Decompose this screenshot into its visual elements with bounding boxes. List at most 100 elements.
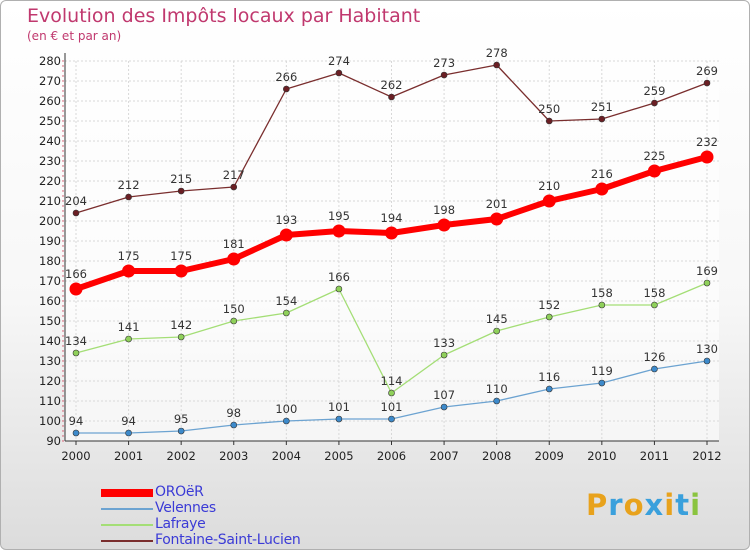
brand-letter: i: [664, 488, 676, 522]
y-tick-label: 160: [39, 294, 61, 308]
data-label: 212: [118, 178, 140, 192]
y-minor-tick: [62, 110, 64, 112]
data-point: [440, 351, 448, 359]
data-point: [177, 187, 185, 195]
x-tick-label: 2001: [114, 449, 143, 463]
data-label: 175: [118, 249, 140, 263]
data-label: 95: [174, 412, 189, 426]
data-label: 158: [591, 286, 613, 300]
y-minor-tick: [62, 125, 64, 127]
data-point: [230, 183, 238, 191]
y-minor-tick: [62, 165, 64, 167]
y-minor-tick: [62, 310, 64, 312]
y-minor-tick: [62, 300, 64, 302]
y-minor-tick: [62, 105, 64, 107]
y-minor-tick: [62, 275, 64, 277]
y-minor-tick: [62, 245, 64, 247]
y-minor-tick: [62, 185, 64, 187]
chart-title: Evolution des Impôts locaux par Habitant: [27, 5, 421, 27]
y-minor-tick: [62, 405, 64, 407]
data-point: [703, 79, 711, 87]
brand-letter: i: [690, 488, 702, 522]
data-label: 154: [275, 294, 297, 308]
data-point: [174, 264, 188, 278]
y-minor-tick: [62, 145, 64, 147]
y-tick-label: 270: [39, 74, 61, 88]
data-point: [69, 282, 83, 296]
data-point: [388, 93, 395, 101]
series-lines: [69, 61, 714, 437]
legend-label-fontaine-saint-lucien: Fontaine-Saint-Lucien: [155, 532, 301, 548]
y-tick-label: 170: [39, 274, 61, 288]
data-label: 175: [170, 249, 192, 263]
y-minor-tick: [62, 100, 64, 102]
data-point: [279, 228, 293, 242]
data-label: 269: [696, 64, 718, 78]
y-minor-tick: [62, 400, 64, 402]
y-minor-tick: [62, 360, 64, 362]
data-point: [72, 429, 80, 437]
data-label: 278: [486, 46, 508, 60]
data-point: [388, 389, 395, 397]
data-point: [125, 335, 132, 343]
y-minor-tick: [62, 195, 64, 197]
data-label: 194: [381, 211, 403, 225]
axes: 90 100 110 120 130 140 150 160 170 180 190 200 210 22…: [39, 53, 722, 463]
y-minor-tick: [62, 435, 64, 437]
legend-label-lafraye: Lafraye: [155, 516, 206, 532]
y-tick-label: 120: [39, 374, 61, 388]
y-minor-tick: [62, 85, 64, 87]
data-point: [283, 85, 290, 93]
data-point: [335, 69, 343, 77]
data-label: 181: [223, 237, 245, 251]
y-minor-tick: [62, 240, 64, 242]
x-tick-label: 2011: [640, 449, 669, 463]
y-tick-label: 240: [39, 134, 61, 148]
data-point: [651, 301, 658, 309]
data-label: 169: [696, 264, 718, 278]
data-label: 274: [328, 54, 350, 68]
y-minor-tick: [62, 60, 64, 62]
data-label: 114: [381, 374, 403, 388]
y-minor-tick: [62, 160, 64, 162]
y-minor-tick: [62, 285, 64, 287]
legend-swatch-velennes: [101, 508, 153, 510]
y-minor-tick: [62, 335, 64, 337]
data-point: [177, 427, 185, 435]
data-label: 251: [591, 100, 613, 114]
y-minor-tick: [62, 425, 64, 427]
chart-subtitle: (en € et par an): [27, 29, 122, 43]
data-label: 134: [65, 334, 87, 348]
data-label: 259: [643, 84, 665, 98]
y-minor-tick: [62, 280, 64, 282]
y-minor-tick: [62, 330, 64, 332]
y-minor-tick: [62, 260, 64, 262]
data-label: 133: [433, 336, 455, 350]
data-label: 152: [538, 298, 560, 312]
data-label: 195: [328, 209, 350, 223]
y-minor-tick: [62, 120, 64, 122]
y-minor-tick: [62, 210, 64, 212]
y-minor-tick: [62, 215, 64, 217]
y-minor-tick: [62, 70, 64, 72]
y-tick-label: 140: [39, 334, 61, 348]
data-point: [332, 224, 346, 238]
y-minor-tick: [62, 175, 64, 177]
data-point: [230, 421, 238, 429]
data-label: 101: [328, 400, 350, 414]
data-point: [703, 279, 711, 287]
brand-logo: Proxiti: [586, 488, 701, 522]
data-label: 216: [591, 167, 613, 181]
data-label: 110: [486, 382, 508, 396]
data-label: 141: [118, 320, 140, 334]
y-minor-tick: [62, 370, 64, 372]
data-point: [545, 117, 553, 125]
y-tick-label: 230: [39, 154, 61, 168]
data-point: [598, 379, 606, 387]
y-minor-tick: [62, 80, 64, 82]
legend-swatch-fontaine-saint-lucien: [101, 540, 153, 542]
data-point: [490, 212, 504, 226]
y-minor-tick: [62, 95, 64, 97]
legend-swatch-oroer: [101, 489, 153, 497]
